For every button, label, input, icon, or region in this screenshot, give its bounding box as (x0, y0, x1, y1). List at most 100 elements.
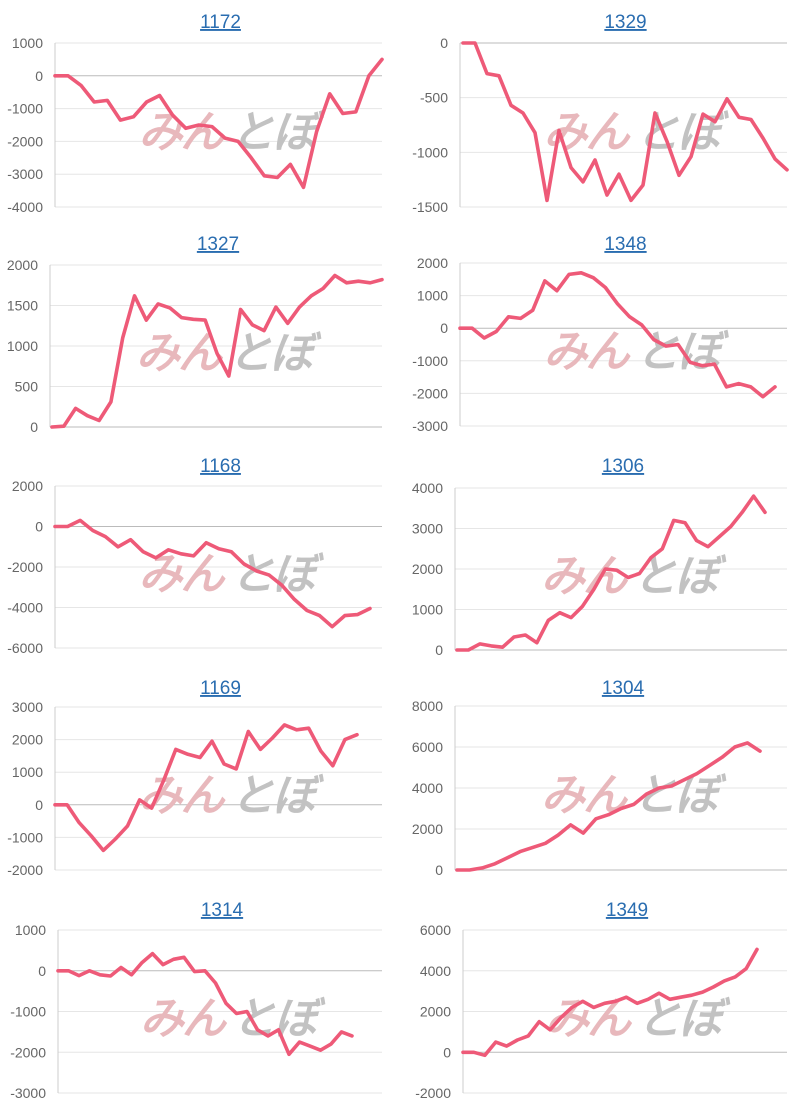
data-point-1304-6 (531, 846, 534, 849)
data-point-1329-27 (785, 168, 789, 171)
data-point-1168-23 (343, 614, 346, 617)
data-point-1172-1 (66, 74, 70, 78)
data-point-1169-13 (210, 740, 214, 743)
chart-panel-1172: 1172 1000 0 -1000 -2000 -3000 -4000 みん とぼ (0, 0, 405, 222)
data-point-1169-10 (174, 748, 177, 751)
data-point-1327-3 (86, 414, 89, 417)
data-point-1169-20 (295, 728, 298, 731)
data-point-1168-17 (268, 573, 271, 577)
y-tick-label-1172-5: -4000 (7, 199, 43, 215)
data-point-1314-24 (308, 1044, 312, 1048)
chart-svg-1169: 1169 3000 2000 1000 0 -1000 -2000 みん とぼ (7, 678, 382, 878)
data-point-1329-25 (761, 136, 765, 140)
data-point-1327-12 (192, 318, 195, 321)
data-point-1172-5 (119, 118, 122, 122)
data-point-1314-5 (109, 974, 112, 978)
data-point-1329-15 (641, 183, 645, 187)
data-point-1304-14 (632, 803, 635, 806)
chart-panel-1169: 1169 3000 2000 1000 0 -1000 -2000 みん とぼ (0, 666, 405, 888)
data-point-1304-20 (708, 764, 711, 767)
data-point-1172-20 (315, 130, 318, 133)
data-point-1349-21 (690, 994, 693, 997)
data-point-1304-7 (544, 842, 547, 845)
data-point-1349-8 (548, 1028, 552, 1031)
y-tick-label-1349-1: 4000 (420, 963, 451, 979)
data-point-1314-4 (98, 973, 102, 976)
chart-title-1327[interactable]: 1327 (197, 234, 239, 255)
chart-title-1348[interactable]: 1348 (604, 234, 646, 255)
data-point-1329-23 (737, 116, 741, 119)
chart-title-1169[interactable]: 1169 (200, 678, 241, 699)
data-point-1169-23 (331, 764, 334, 767)
data-point-1327-28 (380, 278, 384, 281)
chart-title-1314[interactable]: 1314 (201, 900, 244, 921)
data-point-1306-26 (752, 494, 755, 498)
y-tick-label-1349-2: 2000 (420, 1004, 451, 1020)
y-tick-label-1304-1: 6000 (412, 739, 443, 755)
data-point-1314-8 (140, 961, 144, 964)
data-point-1306-9 (558, 611, 561, 614)
data-point-1327-2 (74, 407, 77, 410)
watermark-logo-part2-1349: とぼ (637, 995, 731, 1044)
data-point-1168-13 (217, 547, 220, 550)
data-point-1168-22 (331, 625, 334, 628)
chart-title-1329[interactable]: 1329 (604, 12, 646, 33)
data-point-1348-7 (543, 279, 546, 283)
data-point-1169-1 (65, 803, 69, 806)
data-point-1304-23 (746, 741, 749, 745)
data-point-1169-12 (198, 756, 202, 759)
watermark-logo-part2-1168: とぼ (231, 550, 325, 599)
data-point-1349-18 (657, 992, 661, 995)
data-point-1348-3 (495, 330, 498, 333)
data-point-1306-2 (478, 642, 481, 646)
data-point-1348-25 (761, 395, 765, 398)
data-point-1314-0 (56, 969, 60, 972)
data-point-1172-13 (223, 136, 227, 140)
data-point-1349-13 (603, 1002, 606, 1005)
data-point-1327-15 (227, 374, 230, 378)
y-tick-label-1306-1: 3000 (412, 521, 443, 537)
data-point-1306-1 (467, 648, 470, 652)
data-point-1172-24 (367, 74, 371, 78)
data-point-1327-14 (215, 352, 219, 355)
chart-title-1306[interactable]: 1306 (602, 456, 644, 477)
data-point-1314-19 (256, 1028, 259, 1031)
data-point-1327-13 (204, 318, 207, 322)
data-point-1329-13 (617, 173, 621, 176)
data-point-1329-26 (773, 157, 777, 161)
data-point-1314-27 (340, 1030, 343, 1034)
data-point-1349-19 (668, 998, 672, 1001)
data-point-1348-17 (664, 344, 668, 348)
data-point-1348-4 (507, 315, 510, 318)
y-tick-label-1306-4: 0 (435, 642, 443, 658)
chart-title-1349[interactable]: 1349 (606, 900, 648, 921)
data-point-1327-27 (369, 281, 372, 284)
data-point-1314-23 (298, 1040, 301, 1044)
y-tick-label-1172-4: -3000 (7, 166, 43, 182)
y-tick-label-1329-3: -1500 (412, 199, 448, 215)
chart-title-1168[interactable]: 1168 (200, 456, 241, 477)
data-point-1329-17 (665, 140, 669, 143)
data-point-1169-24 (343, 738, 347, 741)
data-point-1169-5 (114, 837, 117, 841)
data-point-1172-6 (132, 115, 135, 119)
y-tick-label-1349-0: 6000 (420, 922, 451, 938)
chart-title-1304[interactable]: 1304 (602, 678, 645, 699)
chart-title-1172[interactable]: 1172 (200, 12, 241, 33)
y-tick-label-1348-3: -1000 (412, 353, 448, 369)
data-point-1314-26 (329, 1042, 333, 1046)
y-tick-label-1304-0: 8000 (412, 698, 443, 714)
data-point-1314-17 (235, 1012, 238, 1015)
data-point-1314-12 (182, 956, 186, 959)
data-point-1329-1 (473, 41, 477, 45)
data-point-1329-5 (521, 111, 525, 115)
data-point-1304-9 (569, 823, 572, 827)
data-point-1304-12 (607, 813, 610, 816)
data-point-1314-25 (319, 1049, 322, 1052)
data-point-1172-2 (80, 84, 83, 87)
data-point-1304-4 (506, 856, 509, 859)
data-point-1327-25 (345, 281, 348, 284)
data-point-1327-5 (109, 400, 113, 404)
